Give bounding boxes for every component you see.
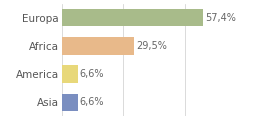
Bar — [62, 37, 134, 55]
Text: 57,4%: 57,4% — [205, 13, 236, 23]
Text: 29,5%: 29,5% — [136, 41, 167, 51]
Bar — [62, 9, 203, 26]
Text: 6,6%: 6,6% — [80, 97, 104, 107]
Bar — [62, 94, 78, 111]
Text: 6,6%: 6,6% — [80, 69, 104, 79]
Bar — [62, 65, 78, 83]
